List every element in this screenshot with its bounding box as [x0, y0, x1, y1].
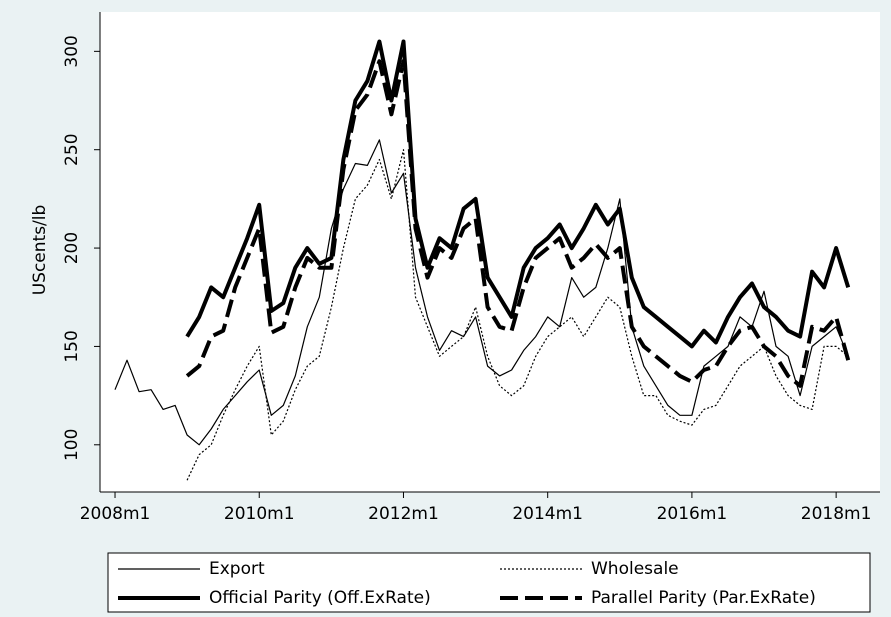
legend-label: Official Parity (Off.ExRate): [209, 588, 431, 608]
y-tick-label: 250: [62, 133, 82, 165]
series-line: [114, 139, 849, 446]
y-tick-label: 150: [62, 330, 82, 362]
x-tick-label: 2016m1: [657, 504, 728, 524]
y-axis-label: UScents/lb: [30, 205, 50, 296]
x-tick-label: 2012m1: [368, 504, 439, 524]
x-tick-label: 2008m1: [80, 504, 151, 524]
y-tick-label: 100: [62, 429, 82, 461]
x-tick-label: 2014m1: [512, 504, 583, 524]
series-line: [186, 149, 849, 481]
x-tick-label: 2018m1: [801, 504, 872, 524]
series-line: [185, 39, 851, 349]
x-tick-label: 2010m1: [224, 504, 295, 524]
y-tick-label: 200: [62, 232, 82, 264]
legend: [107, 552, 871, 613]
plot-area: [100, 12, 880, 492]
legend-label: Export: [209, 559, 265, 579]
series-line: [185, 59, 851, 388]
y-tick-label: 300: [62, 35, 82, 67]
legend-label: Wholesale: [591, 559, 679, 579]
legend-label: Parallel Parity (Par.ExRate): [591, 588, 816, 608]
